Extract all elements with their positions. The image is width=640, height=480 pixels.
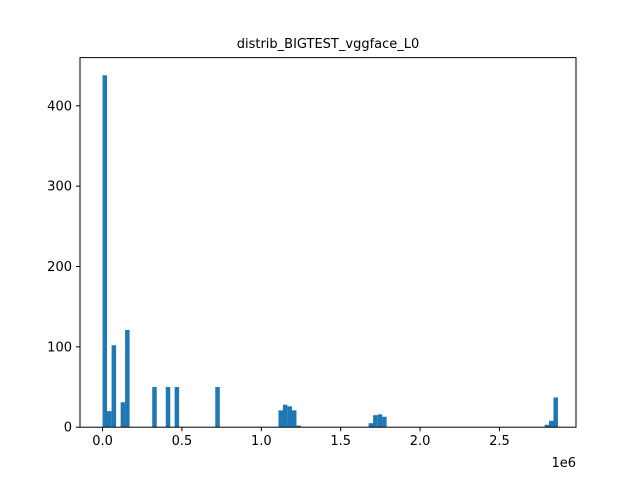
bars-group (102, 75, 558, 428)
x-tick-label-0: 0.0 (92, 434, 113, 449)
chart-title: distrib_BIGTEST_vggface_L0 (237, 37, 420, 52)
histogram-bar-17 (382, 416, 387, 428)
histogram-bar-9 (278, 410, 283, 428)
histogram-bar-5 (152, 387, 157, 428)
histogram-bar-13 (296, 425, 301, 428)
histogram-bar-10 (282, 404, 288, 428)
x-tick-label-4: 2.0 (410, 434, 431, 449)
y-tick-label-0: 0 (64, 421, 72, 436)
histogram-bar-7 (174, 387, 180, 428)
x-tick-label-1: 0.5 (172, 434, 193, 449)
histogram-bar-4 (125, 329, 130, 428)
plot-frame (79, 57, 577, 428)
histogram-bar-20 (553, 397, 558, 428)
histogram-bar-18 (544, 424, 550, 428)
histogram-bar-1 (106, 411, 112, 428)
y-tick-label-3: 300 (47, 180, 72, 195)
y-tick-label-2: 200 (47, 260, 72, 275)
y-tick-label-4: 400 (47, 99, 72, 114)
x-tick-label-2: 1.0 (251, 434, 272, 449)
x-offset-label: 1e6 (551, 456, 576, 471)
histogram-bar-12 (291, 410, 297, 428)
histogram-bar-19 (549, 420, 554, 428)
x-tick-label-3: 1.5 (330, 434, 351, 449)
histogram-bar-3 (120, 402, 126, 428)
histogram-bar-16 (377, 414, 383, 428)
x-tick-label-5: 2.5 (489, 434, 510, 449)
histogram-bar-15 (373, 415, 378, 428)
histogram-bar-0 (102, 75, 108, 428)
x-axis: 0.0 0.5 1.0 1.5 2.0 2.5 (92, 427, 510, 449)
histogram-bar-6 (165, 387, 171, 428)
histogram-bar-2 (111, 345, 117, 428)
y-tick-label-1: 100 (47, 340, 72, 355)
y-axis: 0 100 200 300 400 (47, 99, 80, 436)
histogram-bar-8 (215, 387, 220, 428)
histogram-bar-11 (287, 406, 293, 428)
histogram-bar-14 (368, 423, 374, 428)
